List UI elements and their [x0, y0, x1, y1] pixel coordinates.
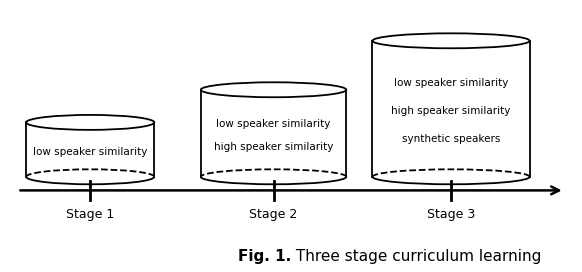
Bar	[26, 122, 154, 184]
Ellipse shape	[201, 169, 346, 184]
Bar	[201, 90, 346, 184]
Text: low speaker similarity: low speaker similarity	[33, 147, 147, 157]
Text: low speaker similarity: low speaker similarity	[217, 119, 331, 129]
Ellipse shape	[26, 115, 154, 130]
Text: high speaker similarity: high speaker similarity	[214, 142, 333, 152]
Text: low speaker similarity: low speaker similarity	[394, 78, 508, 88]
Text: Stage 3: Stage 3	[427, 208, 475, 221]
Text: Three stage curriculum learning: Three stage curriculum learning	[291, 249, 541, 264]
Text: Stage 1: Stage 1	[66, 208, 114, 221]
Ellipse shape	[26, 169, 154, 184]
Bar	[372, 41, 530, 184]
Text: synthetic speakers: synthetic speakers	[402, 134, 501, 144]
Text: Fig. 1.: Fig. 1.	[238, 249, 291, 264]
Text: high speaker similarity: high speaker similarity	[391, 106, 511, 116]
Text: Stage 2: Stage 2	[250, 208, 297, 221]
Ellipse shape	[372, 33, 530, 48]
Ellipse shape	[201, 82, 346, 97]
Ellipse shape	[372, 169, 530, 184]
